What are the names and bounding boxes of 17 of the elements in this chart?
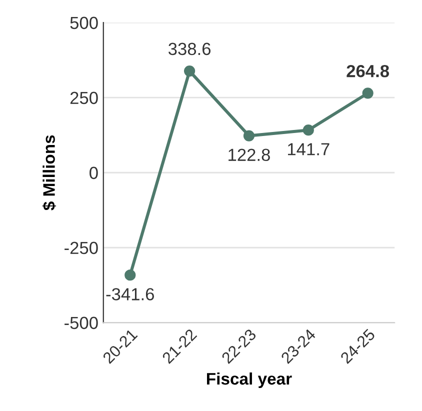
y-axis-title: $ Millions <box>42 135 56 210</box>
data-label: 122.8 <box>228 148 270 162</box>
data-label: 141.7 <box>288 143 330 156</box>
y-tick-label: -250 <box>64 242 98 254</box>
y-tick-label: -500 <box>64 316 98 330</box>
point <box>184 65 196 77</box>
data-label: 338.6 <box>168 42 211 56</box>
point <box>124 270 136 281</box>
point <box>362 88 374 99</box>
data-label: -341.6 <box>106 288 154 300</box>
x-axis-title: Fiscal year <box>207 372 292 388</box>
point <box>243 130 255 142</box>
data-label: 264.8 <box>346 64 390 78</box>
point <box>302 124 314 136</box>
y-tick-label: 250 <box>70 92 98 104</box>
y-tick-label: 0 <box>90 166 98 180</box>
y-tick-label: 500 <box>70 16 98 30</box>
